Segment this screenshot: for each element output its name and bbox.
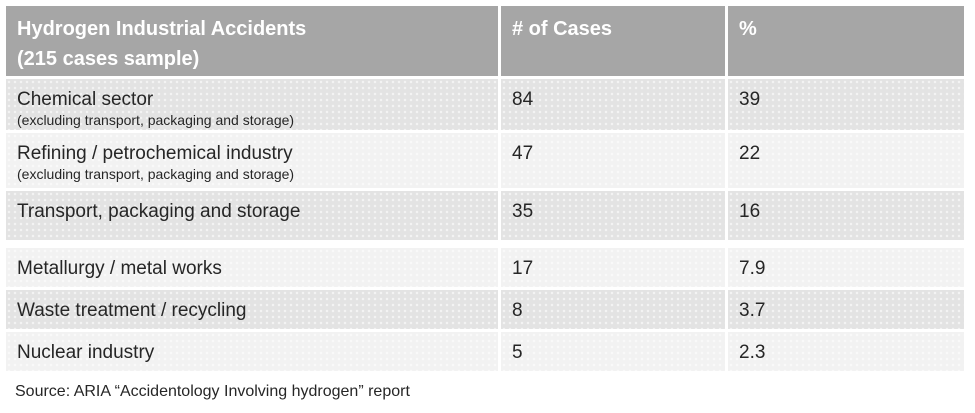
- sector-name: Refining / petrochemical industry: [17, 143, 293, 164]
- source-note: Source: ARIA “Accidentology Involving hy…: [15, 383, 410, 400]
- accidents-table: Hydrogen Industrial Accidents (215 cases…: [3, 3, 967, 374]
- percent-cell: 22: [728, 133, 964, 188]
- sector-name: Metallurgy / metal works: [17, 258, 222, 279]
- table-row-refining: Refining / petrochemical industry (exclu…: [6, 133, 964, 188]
- sector-cell: Refining / petrochemical industry (exclu…: [6, 133, 498, 188]
- percent-cell: 16: [728, 191, 964, 245]
- table-title: Hydrogen Industrial Accidents (215 cases…: [6, 6, 498, 76]
- cases-cell: 17: [501, 248, 725, 287]
- sector-cell: Chemical sector (excluding transport, pa…: [6, 79, 498, 130]
- col-header-percent: %: [728, 6, 964, 76]
- table-row-transport: Transport, packaging and storage 35 16: [6, 191, 964, 245]
- header-row: Hydrogen Industrial Accidents (215 cases…: [6, 6, 964, 76]
- table-row-chemical: Chemical sector (excluding transport, pa…: [6, 79, 964, 130]
- table-title-line2: (215 cases sample): [17, 48, 200, 70]
- sector-name: Nuclear industry: [17, 342, 155, 363]
- sector-cell: Transport, packaging and storage: [6, 191, 498, 245]
- col-header-cases: # of Cases: [501, 6, 725, 76]
- sector-name: Transport, packaging and storage: [17, 201, 301, 222]
- sector-note: (excluding transport, packaging and stor…: [17, 166, 295, 182]
- percent-cell: 39: [728, 79, 964, 130]
- sector-cell: Nuclear industry: [6, 332, 498, 371]
- percent-cell: 7.9: [728, 248, 964, 287]
- sector-cell: Waste treatment / recycling: [6, 290, 498, 329]
- sector-name: Chemical sector: [17, 89, 154, 110]
- table-row-waste: Waste treatment / recycling 8 3.7: [6, 290, 964, 329]
- table-row-nuclear: Nuclear industry 5 2.3: [6, 332, 964, 371]
- sector-note: (excluding transport, packaging and stor…: [17, 112, 295, 128]
- cases-cell: 5: [501, 332, 725, 371]
- table-row-metallurgy: Metallurgy / metal works 17 7.9: [6, 248, 964, 287]
- percent-cell: 2.3: [728, 332, 964, 371]
- sector-name: Waste treatment / recycling: [17, 300, 247, 321]
- sector-cell: Metallurgy / metal works: [6, 248, 498, 287]
- table-title-line1: Hydrogen Industrial Accidents: [17, 18, 307, 40]
- cases-cell: 47: [501, 133, 725, 188]
- percent-cell: 3.7: [728, 290, 964, 329]
- cases-cell: 8: [501, 290, 725, 329]
- cases-cell: 84: [501, 79, 725, 130]
- cases-cell: 35: [501, 191, 725, 245]
